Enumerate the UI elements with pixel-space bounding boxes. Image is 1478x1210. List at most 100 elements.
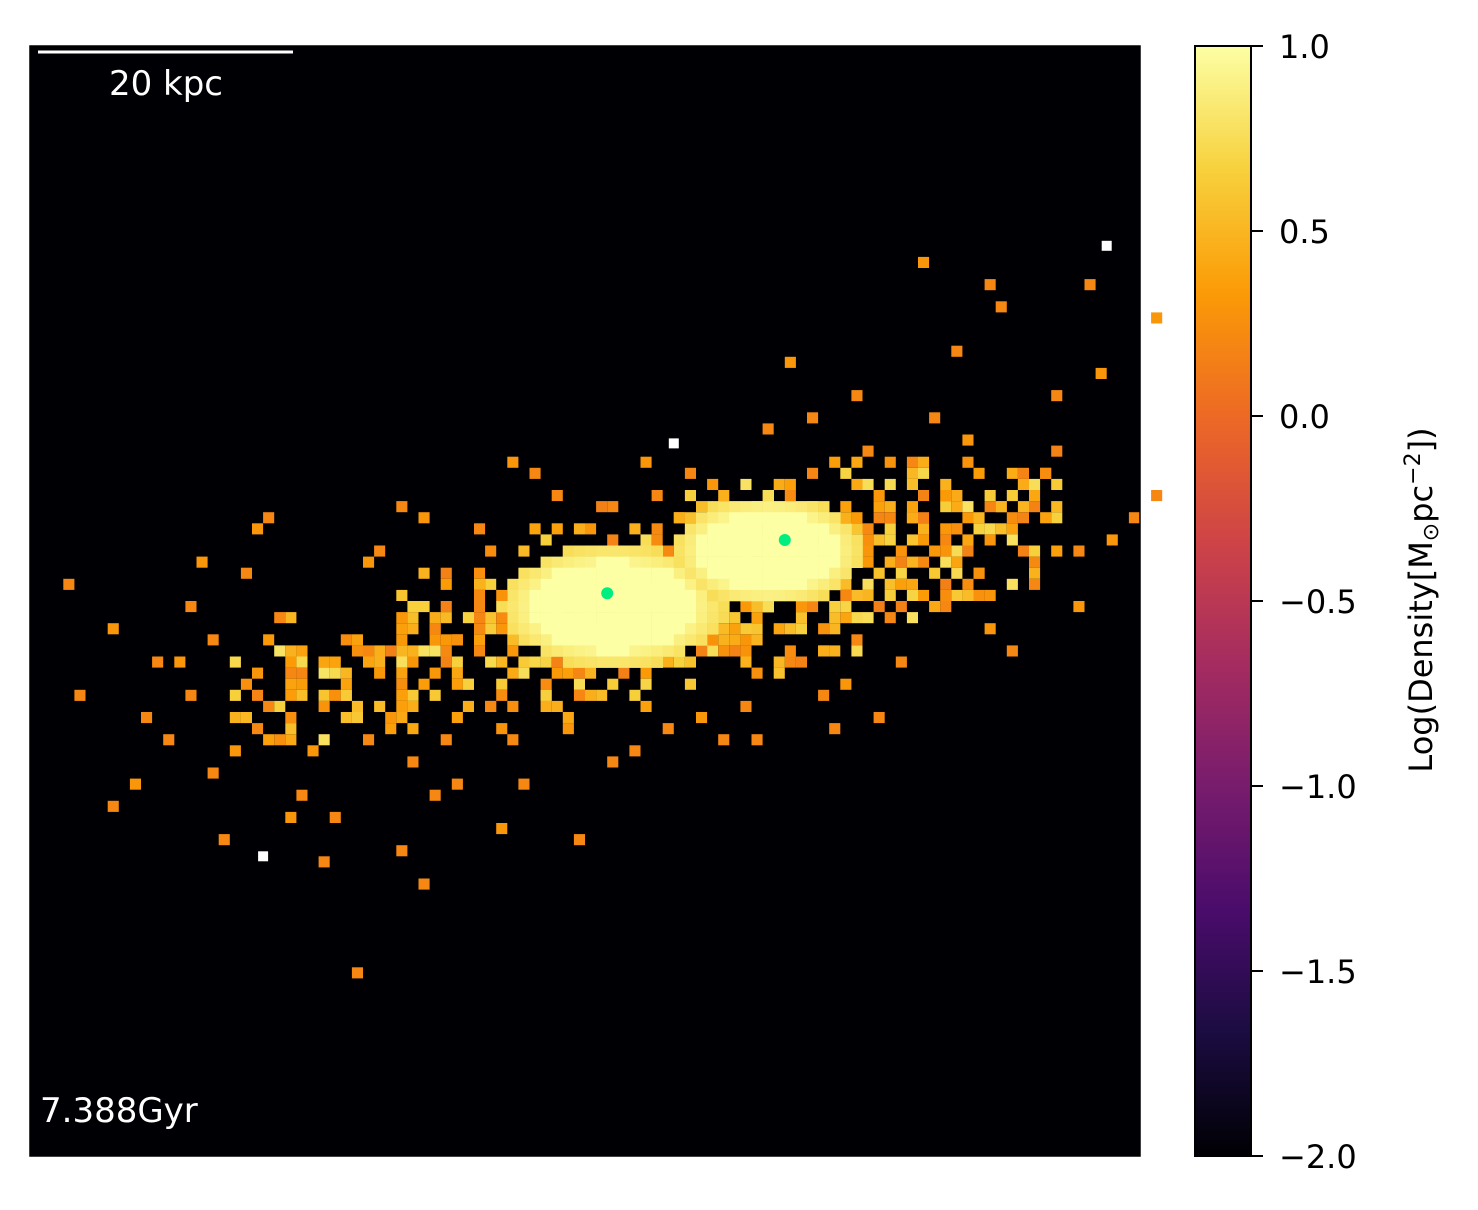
density-cell [884,556,896,568]
density-cell [995,501,1007,513]
density-cell [429,645,441,657]
core-cell [784,523,797,535]
density-cell [440,734,452,746]
core-cell [607,612,619,624]
density-cell [729,645,741,657]
density-cell [418,512,430,524]
core-cell [618,623,630,635]
density-cell [607,534,619,546]
core-cell [762,545,774,557]
density-cell [607,756,619,768]
core-cell [596,634,608,646]
core-cell [551,601,564,613]
density-cell [440,645,452,657]
density-cell [618,667,630,679]
density-cell [363,734,375,746]
density-cell [285,712,297,724]
density-cell [984,501,996,513]
density-cell [918,523,930,535]
density-cell [474,523,486,535]
density-cell [296,689,308,701]
density-cell [1006,512,1018,524]
colorbar-label-sub: ⊙ [1419,523,1444,541]
density-cell [240,678,252,690]
density-cell [884,512,896,524]
density-cell [296,678,308,690]
core-cell [562,545,575,557]
core-cell [529,634,541,646]
density-cell [274,612,286,624]
density-cell [1017,501,1029,513]
core-cell [773,589,786,602]
density-cell [840,578,852,590]
density-cell [307,745,319,757]
core-cell [684,534,697,546]
density-cell [540,689,552,701]
core-cell [673,645,686,657]
core-cell [562,567,575,580]
density-cell [1051,545,1063,557]
density-cell [485,656,497,668]
core-cell [618,567,630,580]
core-cell [740,512,752,524]
density-cell [751,612,763,624]
density-cell [940,523,952,535]
density-cell [318,856,330,868]
density-cell [263,634,275,646]
density-cell [1029,567,1041,579]
core-cell [507,578,519,591]
density-cell [263,700,275,712]
core-cell [573,645,586,657]
core-cell [618,545,630,557]
density-cell [973,567,985,579]
density-cell [396,845,408,857]
density-cell [129,778,141,790]
core-cell [773,578,786,591]
density-cell [1017,478,1029,490]
density-cell [640,678,652,690]
density-cell [229,712,241,724]
density-cell [474,623,486,635]
density-cell [962,456,974,468]
core-cell [773,545,786,557]
density-cell [285,645,297,657]
density-cell [951,545,963,557]
core-cell [540,556,552,568]
core-cell [740,501,752,513]
core-cell [596,656,608,668]
density-cell [929,412,941,424]
density-cell [429,623,441,635]
density-cell [429,634,441,646]
density-cell [918,534,930,546]
density-cell [74,689,86,701]
density-cell [573,523,585,535]
density-cell [396,689,408,701]
density-cell [818,623,830,635]
density-cell [862,578,874,590]
core-cell [729,556,741,568]
density-cell [507,645,519,657]
density-cell [340,689,352,701]
core-cell [818,567,830,580]
density-cell [285,689,297,701]
core-cell [696,601,708,613]
density-cell [851,589,863,601]
density-cell [651,534,663,546]
core-cell [607,645,619,657]
density-cell [518,656,530,668]
density-cell [862,589,874,601]
density-cell [962,534,974,546]
density-cell [784,623,796,635]
density-cell [940,501,952,513]
density-cell [363,645,375,657]
density-cell [329,811,341,823]
density-cell [773,667,785,679]
colorbar-label-sup: −2 [1401,452,1426,484]
density-cell [873,567,885,579]
density-cell [629,689,641,701]
core-cell [585,589,597,602]
density-cell [285,667,297,679]
density-cell [718,645,730,657]
scale-bar-label: 20 kpc [109,64,223,104]
density-cell [551,700,563,712]
